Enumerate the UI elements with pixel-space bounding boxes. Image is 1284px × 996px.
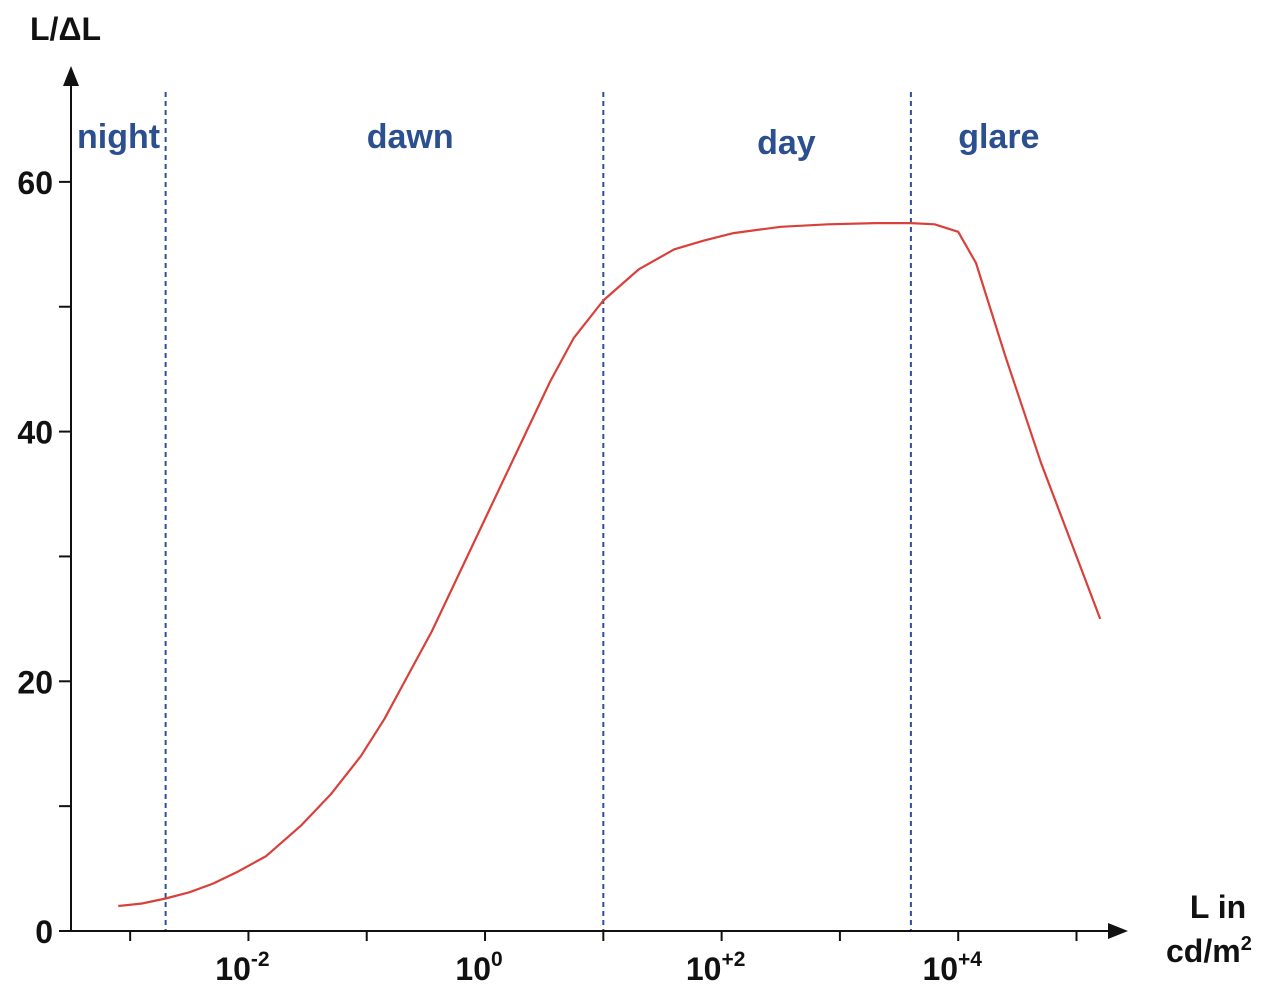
x-tick-label-exp: +4 — [958, 948, 982, 971]
y-axis-arrow — [63, 66, 79, 86]
x-tick-label: 10-2 — [215, 948, 269, 987]
labels: L/ΔL L in cd/m2 — [30, 11, 1252, 969]
x-axis-label-line1: L in — [1190, 889, 1246, 925]
x-axis-label-line2: cd/m2 — [1166, 933, 1252, 969]
x-tick-label-base: 10 — [215, 951, 251, 987]
x-tick-label-base: 10 — [922, 951, 958, 987]
x-tick-label: 10+2 — [686, 948, 746, 987]
region-boundaries: night dawn day glare — [77, 92, 1039, 931]
x-axis-label-unit: cd/m — [1166, 933, 1241, 969]
x-tick-label-exp: 0 — [491, 948, 503, 971]
region-label-night: night — [77, 118, 160, 156]
y-tick-label: 20 — [17, 664, 53, 700]
region-label-glare: glare — [958, 118, 1039, 156]
y-tick-label: 40 — [17, 415, 53, 451]
y-axis-label: L/ΔL — [30, 11, 101, 47]
x-tick-label-exp: -2 — [251, 948, 270, 971]
y-tick-label: 60 — [17, 165, 53, 201]
series-layer — [118, 222, 1102, 908]
x-tick-label-base: 10 — [455, 951, 491, 987]
axes — [63, 66, 1128, 939]
x-tick-label-exp: +2 — [721, 948, 745, 971]
region-label-dawn: dawn — [367, 118, 454, 156]
x-axis-label-unit-sup: 2 — [1241, 933, 1252, 955]
series-line — [118, 222, 1102, 908]
x-tick-label: 10+4 — [922, 948, 982, 987]
x-tick-label-base: 10 — [686, 951, 722, 987]
region-label-day: day — [757, 124, 816, 162]
y-tick-label: 0 — [35, 914, 53, 950]
x-axis-arrow — [1108, 923, 1128, 939]
x-tick-label: 100 — [455, 948, 502, 987]
